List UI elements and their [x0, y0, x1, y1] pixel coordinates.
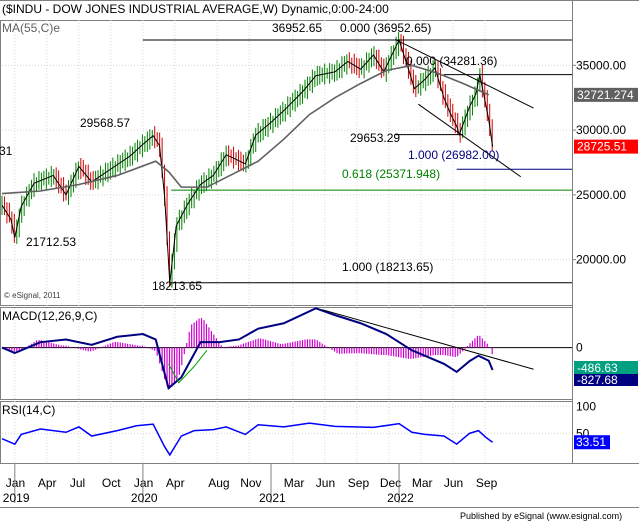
x-month-label: Mar: [284, 476, 305, 490]
x-month-label: Jun: [444, 476, 463, 490]
fib-level-label: 0.000 (34281.36): [406, 54, 497, 68]
price-value-label: 28725.51: [577, 140, 627, 154]
y-tick-label: 30000.00: [576, 123, 626, 137]
price-annotation: 29653.29: [350, 131, 400, 145]
fib-level-label: 0.000 (36952.65): [340, 21, 431, 35]
price-annotation: 29568.57: [80, 116, 130, 130]
x-month-label: Apr: [166, 476, 185, 490]
x-year-label: 2021: [259, 491, 286, 505]
y-tick-label: 20000.00: [576, 253, 626, 267]
trend-line: [395, 38, 534, 109]
x-month-label: Sep: [476, 476, 498, 490]
left-edge-label: 31: [0, 144, 13, 158]
ma-value-label: 32721.274: [577, 88, 634, 102]
macd-value-label: -486.63: [577, 361, 618, 375]
x-year-label: 2020: [131, 491, 158, 505]
macd-value-box: [574, 361, 638, 374]
fib-level-label: 1.000 (18213.65): [342, 260, 433, 274]
fib-level-label: 1.000 (26982.00): [408, 148, 499, 162]
x-month-label: Dec: [380, 476, 401, 490]
chart-title: ($INDU - DOW JONES INDUSTRIAL AVERAGE,W)…: [2, 2, 389, 16]
x-month-label: Nov: [240, 476, 261, 490]
footer-credit: Published by eSignal (www.esignal.com): [460, 511, 622, 521]
fib-level-label: 0.618 (25371.948): [342, 167, 440, 181]
watermark: © eSignal, 2011: [4, 291, 61, 300]
trend-line: [418, 103, 522, 178]
ma55-line: [1, 64, 490, 195]
price-annotation: 18213.65: [152, 279, 202, 293]
macd-series-line: [168, 349, 208, 384]
rsi-title: RSI(14,C): [2, 403, 55, 417]
x-month-label: Jan: [6, 476, 25, 490]
rsi-value-box: [574, 435, 610, 450]
macd-signal-value-box: [574, 374, 638, 386]
macd-signal-value-label: -827.68: [577, 373, 618, 387]
rsi-line: [1, 422, 494, 457]
x-month-label: Sep: [348, 476, 370, 490]
y-tick-label: 35000.00: [576, 58, 626, 72]
x-month-label: Jun: [316, 476, 335, 490]
macd-zero-label: 0: [576, 341, 583, 355]
price-line: [1, 38, 494, 283]
x-month-label: Jan: [134, 476, 153, 490]
macd-title: MACD(12,26,9,C): [2, 309, 97, 323]
ma-value-box: [574, 87, 638, 102]
ma-label: MA(55,C)e: [2, 21, 60, 35]
x-year-label: 2022: [387, 491, 414, 505]
x-month-label: Jul: [70, 476, 85, 490]
y-tick-label: 25000.00: [576, 188, 626, 202]
x-month-label: Apr: [38, 476, 57, 490]
price-annotation: 21712.53: [26, 235, 76, 249]
macd-series-line: [1, 307, 494, 390]
x-year-label: 2019: [3, 491, 30, 505]
price-value-box: [574, 139, 638, 154]
macd-trend-line: [322, 309, 534, 370]
price-annotation: 36952.65: [272, 21, 322, 35]
rsi-value-label: 33.51: [576, 435, 606, 449]
rsi-tick-label: 100: [576, 399, 596, 413]
x-month-label: Aug: [208, 476, 229, 490]
x-month-label: Mar: [412, 476, 433, 490]
x-month-label: Oct: [102, 476, 121, 490]
